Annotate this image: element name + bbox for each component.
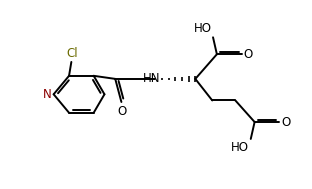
- Text: HO: HO: [231, 141, 249, 154]
- Text: HO: HO: [193, 22, 212, 35]
- Text: O: O: [244, 48, 253, 61]
- Text: O: O: [281, 115, 291, 129]
- Text: O: O: [118, 105, 127, 118]
- Text: Cl: Cl: [66, 47, 78, 60]
- Text: N: N: [43, 88, 52, 101]
- Text: HN: HN: [143, 72, 161, 85]
